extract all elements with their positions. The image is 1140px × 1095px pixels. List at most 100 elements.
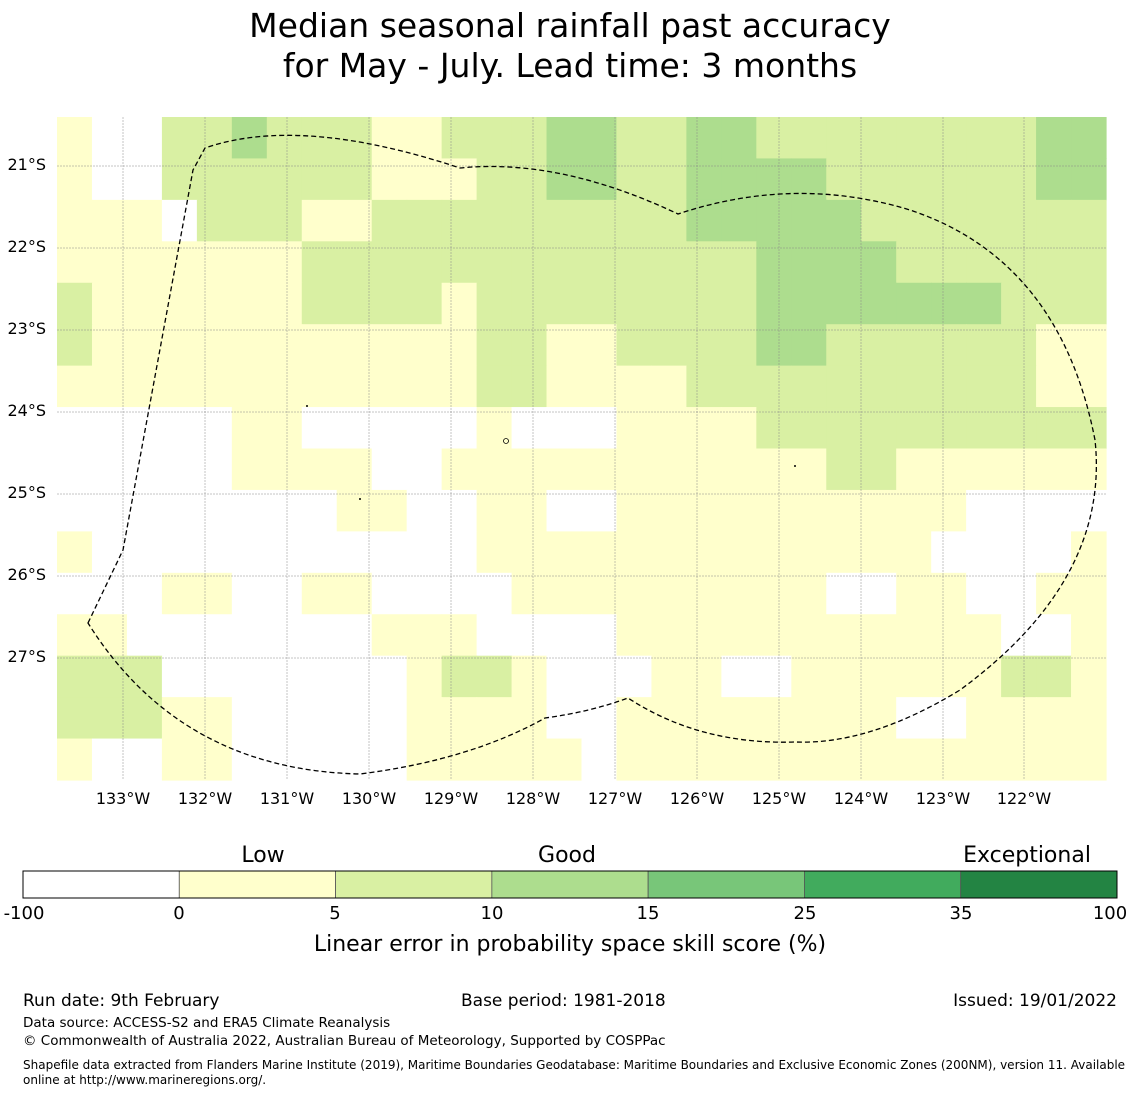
grid-cell <box>511 655 548 698</box>
grid-cell <box>57 365 93 408</box>
grid-cell <box>1001 448 1037 491</box>
grid-cell <box>1036 697 1072 740</box>
lon-label: 123°W <box>915 789 971 808</box>
grid-cell <box>1036 614 1072 657</box>
grid-cell <box>931 655 967 698</box>
grid-cell <box>896 655 932 698</box>
grid-cell <box>1001 697 1037 740</box>
lat-label: 25°S <box>7 483 46 502</box>
colorbar-category-low: Low <box>241 843 285 868</box>
grid-cell <box>196 158 233 201</box>
grid-cell <box>1001 738 1037 781</box>
grid-cell <box>1071 282 1107 325</box>
grid-cell <box>826 489 862 532</box>
grid-cell <box>581 655 618 698</box>
grid-cell <box>1036 117 1072 160</box>
grid-cell <box>966 199 1002 242</box>
grid-cell <box>196 655 233 698</box>
grid-cell <box>1036 448 1072 491</box>
grid-cell <box>791 241 827 284</box>
grid-cell <box>1001 365 1037 408</box>
colorbar-tick: 10 <box>480 903 504 924</box>
grid-cell <box>441 407 478 450</box>
grid-cell <box>441 489 478 532</box>
grid-cell <box>826 117 862 160</box>
grid-cell <box>686 365 722 408</box>
grid-cell <box>511 199 548 242</box>
grid-cell <box>896 407 932 450</box>
grid-cell <box>826 365 862 408</box>
grid-cell <box>1071 241 1107 284</box>
run-date: Run date: 9th February <box>23 991 220 1011</box>
grid-cell <box>721 199 757 242</box>
grid-cell <box>1001 572 1037 615</box>
grid-cell <box>441 199 478 242</box>
grid-cell <box>721 241 757 284</box>
grid-cell <box>1071 489 1107 532</box>
grid-cell <box>791 572 827 615</box>
grid-cell <box>861 738 897 781</box>
lon-label: 130°W <box>341 789 397 808</box>
grid-cell <box>756 324 792 367</box>
grid-cell <box>581 117 618 160</box>
grid-cell <box>861 241 897 284</box>
grid-cell <box>371 324 408 367</box>
grid-cell <box>756 117 792 160</box>
grid-cell <box>266 282 303 325</box>
grid-cell <box>546 448 583 491</box>
grid-cell <box>476 655 513 698</box>
grid-cell <box>651 407 687 450</box>
grid-cell <box>756 282 792 325</box>
grid-cell <box>616 489 653 532</box>
grid-cell <box>511 489 548 532</box>
grid-cell <box>511 117 548 160</box>
grid-cell <box>826 531 862 574</box>
grid-cell <box>266 738 303 781</box>
grid-cell <box>896 738 932 781</box>
grid-cell <box>266 489 303 532</box>
lon-label: 125°W <box>751 789 807 808</box>
grid-cell <box>896 241 932 284</box>
grid-cell <box>546 324 583 367</box>
grid-cell <box>301 655 338 698</box>
grid-cell <box>686 697 722 740</box>
grid-cell <box>406 199 443 242</box>
grid-cell <box>511 407 548 450</box>
grid-cell <box>126 489 163 532</box>
grid-cell <box>756 655 792 698</box>
grid-cell <box>826 697 862 740</box>
grid-cell <box>756 489 792 532</box>
grid-cell <box>91 407 128 450</box>
grid-cell <box>196 572 233 615</box>
grid-cell <box>336 531 373 574</box>
grid-cell <box>826 572 862 615</box>
grid-cell <box>126 282 163 325</box>
grid-cell <box>231 489 268 532</box>
grid-cell <box>126 572 163 615</box>
grid-cell <box>896 324 932 367</box>
grid-cell <box>896 282 932 325</box>
grid-cell <box>266 199 303 242</box>
grid-cell <box>406 282 443 325</box>
grid-cell <box>196 738 233 781</box>
grid-cell <box>581 614 618 657</box>
graticule <box>57 117 1106 780</box>
grid-cell <box>721 324 757 367</box>
grid-cell <box>231 531 268 574</box>
grid-cell <box>546 117 583 160</box>
grid-cell <box>931 324 967 367</box>
grid-cell <box>931 158 967 201</box>
grid-cell <box>931 448 967 491</box>
grid-cell <box>57 489 93 532</box>
grid-cell <box>371 655 408 698</box>
grid-cell <box>371 158 408 201</box>
grid-cell <box>826 448 862 491</box>
grid-cell <box>336 158 373 201</box>
grid-cell <box>651 117 687 160</box>
grid-cell <box>91 697 128 740</box>
grid-cell <box>931 282 967 325</box>
grid-cell <box>686 655 722 698</box>
grid-cell <box>931 489 967 532</box>
grid-cell <box>546 655 583 698</box>
